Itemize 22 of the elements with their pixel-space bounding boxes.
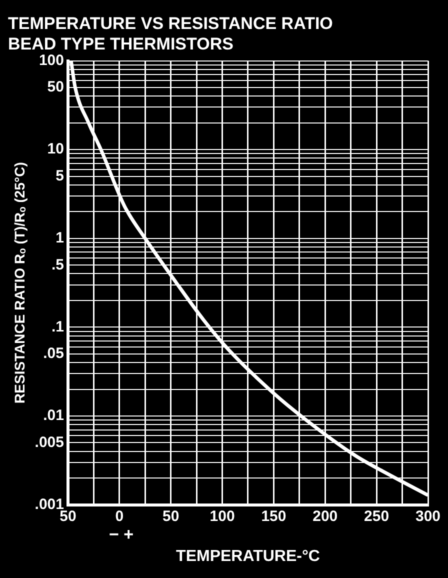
x-tick-label: 250 — [364, 508, 390, 525]
y-tick-label: 10 — [47, 140, 64, 158]
x-tick-label: 50 — [162, 508, 180, 525]
y-tick-label: 100 — [38, 52, 64, 69]
y-tick-label: 1 — [56, 230, 64, 247]
chart-subtitle: BEAD TYPE THERMISTORS — [8, 34, 234, 54]
x-tick-label: 300 — [415, 508, 441, 525]
y-tick-label: .05 — [43, 345, 64, 362]
y-tick-label: .1 — [51, 318, 64, 336]
y-tick-label: .005 — [34, 434, 64, 451]
y-axis-title: RESISTANCE RATIO Rₒ (T)/Rₒ (25°C) — [11, 162, 28, 404]
chart-title: TEMPERATURE VS RESISTANCE RATIO — [8, 14, 333, 33]
x-axis-title: TEMPERATURE-°C — [176, 548, 320, 565]
x-tick-label: 150 — [261, 508, 286, 525]
x-tick-label: 200 — [312, 508, 338, 525]
y-tick-label: .5 — [51, 256, 64, 274]
y-tick-label: .01 — [43, 407, 64, 424]
y-tick-label: 5 — [56, 167, 64, 184]
text: − + — [108, 524, 134, 544]
y-tick-label: 50 — [47, 78, 64, 96]
x-tick-label: 100 — [210, 508, 235, 525]
x-tick-label: 0 — [115, 508, 124, 525]
